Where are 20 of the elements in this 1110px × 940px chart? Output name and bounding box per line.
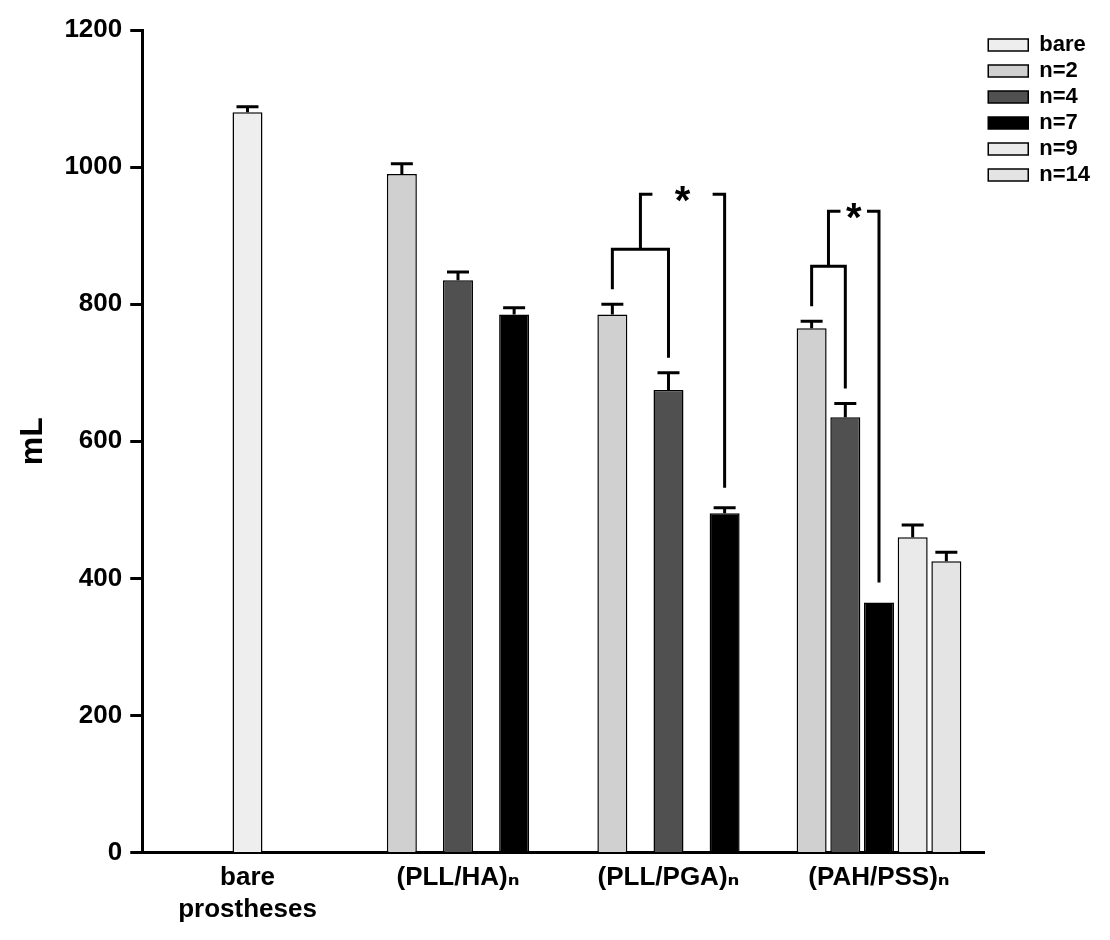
legend-label: n=2	[1039, 57, 1078, 83]
y-tick-label: 1000	[64, 150, 123, 181]
y-tick-label: 0	[107, 835, 123, 866]
y-tick-label: 1200	[64, 13, 123, 44]
y-tick-label: 400	[78, 561, 123, 592]
legend-label: n=7	[1039, 109, 1078, 135]
y-tick-label: 800	[78, 287, 123, 318]
x-tick-label: bare prostheses	[178, 861, 317, 923]
legend-label: n=9	[1039, 135, 1078, 161]
x-tick-label: (PLL/HA)ₙ	[396, 861, 520, 892]
y-tick-label: 600	[78, 424, 123, 455]
annotation: *	[674, 178, 691, 223]
legend-label: n=14	[1039, 161, 1091, 187]
legend-label: bare	[1039, 31, 1086, 57]
x-tick-label: (PAH/PSS)ₙ	[808, 861, 950, 892]
y-tick-label: 200	[78, 698, 123, 729]
x-tick-label: (PLL/PGA)ₙ	[597, 861, 740, 892]
annotation: *	[845, 195, 862, 240]
y-axis-title: mL	[13, 417, 50, 466]
legend-label: n=4	[1039, 83, 1079, 109]
